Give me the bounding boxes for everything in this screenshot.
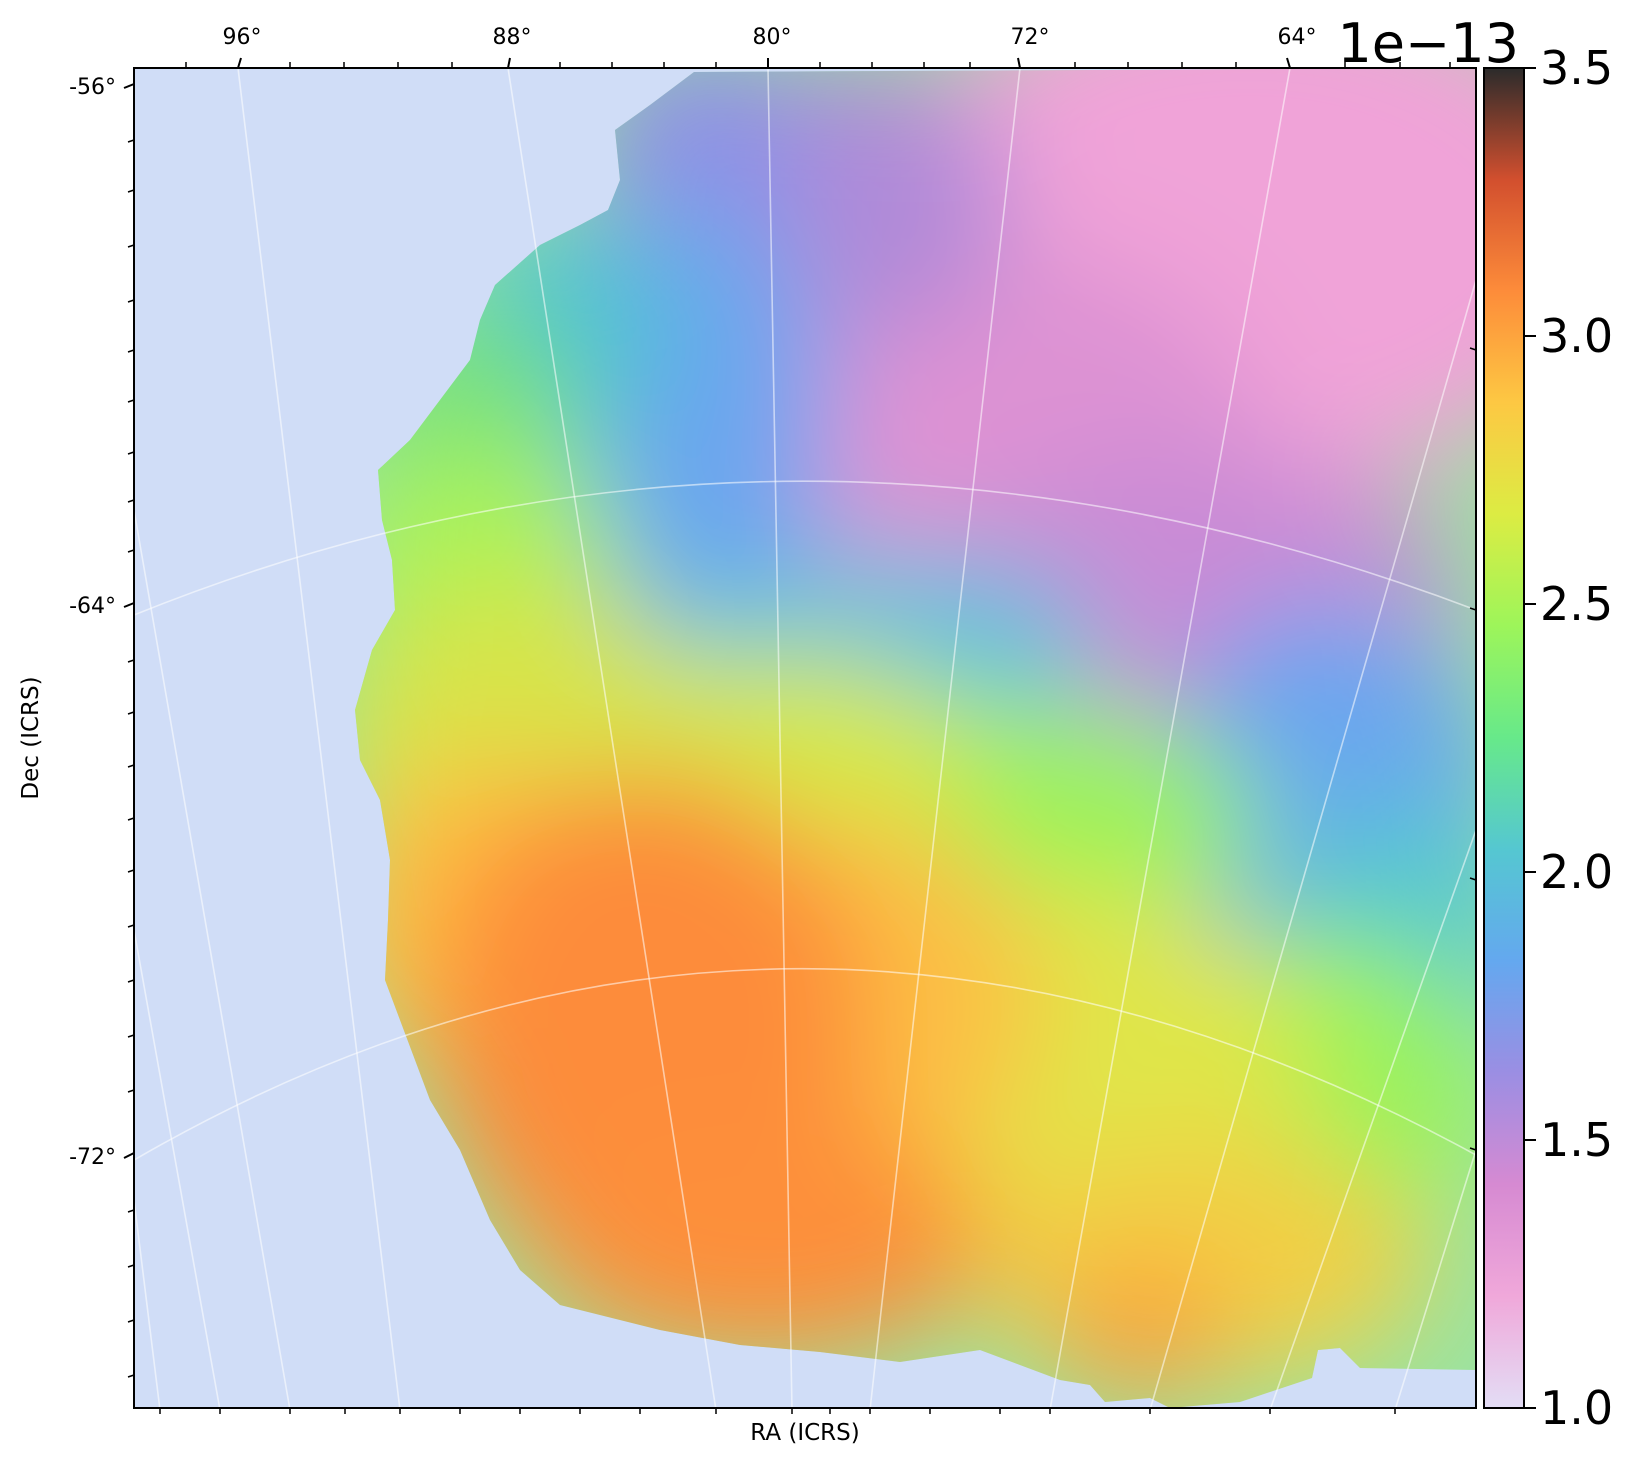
- colorbar-tick-label: 2.0: [1540, 845, 1613, 899]
- colorbar-tick-label: 1.5: [1540, 1113, 1613, 1167]
- colorbar-ticks: 1.0 1.5 2.0 2.5 3.0 3.5: [1524, 41, 1613, 1435]
- graticule-ra-88: [507, 68, 717, 1408]
- graticule-ra-76: [869, 68, 1021, 1408]
- ra-tick-label-88: 88°: [493, 25, 532, 50]
- graticule: [134, 68, 1476, 1408]
- graticule-ra-68: [1149, 279, 1476, 1408]
- dec-tick-label-72: -72°: [69, 1145, 116, 1170]
- colorbar-bar: [1483, 67, 1525, 1409]
- ra-tick-label-72: 72°: [1011, 25, 1050, 50]
- data-footprint: [355, 68, 1476, 1408]
- ra-tick-96: [237, 57, 242, 69]
- graticule-dec-64: [134, 480, 1476, 616]
- graticule-ra-96: [237, 68, 401, 1408]
- colorbar: 1e−13 1.0 1.5 2.0 2.5 3.0 3.5: [1337, 12, 1613, 1435]
- graticule-dec-68: [134, 968, 1476, 1161]
- dec-tick-label-64: -64°: [69, 594, 116, 619]
- dec-axis: -56° -64° -72°: [69, 75, 135, 1170]
- ra-tick-label-80: 80°: [753, 25, 792, 50]
- ra-tick-label-64: 64°: [1278, 25, 1317, 50]
- x-axis-title: RA (ICRS): [750, 1420, 859, 1446]
- graticule-ra-60: [1394, 1149, 1476, 1408]
- graticule-ra-72: [1049, 68, 1291, 1408]
- y-axis-title: Dec (ICRS): [18, 676, 44, 799]
- graticule-ra-64: [1269, 829, 1476, 1408]
- colorbar-tick-label: 1.0: [1540, 1381, 1613, 1435]
- dec-tick-label-56: -56°: [69, 75, 116, 100]
- ra-tick-label-96: 96°: [223, 25, 262, 50]
- colorbar-tick-label: 2.5: [1540, 577, 1613, 631]
- plot-frame: [133, 67, 1477, 1409]
- ra-tick-72: [1017, 57, 1021, 69]
- graticule-ra-80: [767, 68, 793, 1408]
- graticule-ra-92: [134, 929, 221, 1408]
- colorbar-tick-label: 3.5: [1540, 41, 1613, 95]
- graticule-ra-100: [134, 509, 291, 1408]
- dec-tick-64: [123, 602, 135, 608]
- ra-tick-64: [1286, 57, 1291, 69]
- ra-axis: 96° 88° 80° 72° 64°: [223, 25, 1317, 69]
- minor-ticks: [127, 62, 1477, 1414]
- colorbar-tick-label: 3.0: [1540, 309, 1613, 363]
- colorbar-exponent-label: 1e−13: [1337, 12, 1519, 75]
- dec-tick-56: [123, 83, 135, 89]
- dec-tick-72: [123, 1152, 135, 1159]
- ra-tick-88: [507, 57, 511, 69]
- graticule-ra-84: [134, 1199, 161, 1408]
